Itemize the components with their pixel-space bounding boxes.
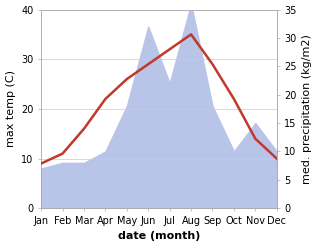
Y-axis label: med. precipitation (kg/m2): med. precipitation (kg/m2) xyxy=(302,34,313,184)
X-axis label: date (month): date (month) xyxy=(118,231,200,242)
Y-axis label: max temp (C): max temp (C) xyxy=(5,70,16,147)
